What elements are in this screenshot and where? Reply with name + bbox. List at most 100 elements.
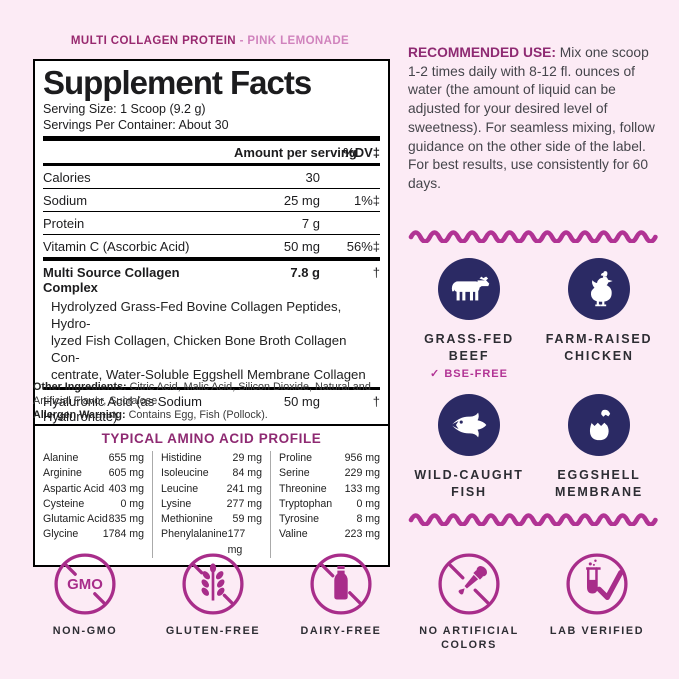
nutrient-name: Protein xyxy=(43,216,85,231)
badge-gluten-free: GLUTEN-FREE xyxy=(152,552,274,652)
fact-row-sodium: Sodium 25 mg 1%‡ xyxy=(43,188,380,211)
badge-lab-verified: LAB VERIFIED xyxy=(536,552,658,652)
fact-row-hyaluronic: Hyaluronic Acid (as Sodium Hyaluronate) … xyxy=(43,390,380,427)
nutrient-dv: 1%‡ xyxy=(353,193,380,208)
amino-columns: Alanine 655 mg Arginine 605 mg Aspartic Ac… xyxy=(35,451,388,559)
nutrient-name: Vitamin C (Ascorbic Acid) xyxy=(43,239,190,254)
other-ingredients: Other Ingredients: Citric Acid, Malic Ac… xyxy=(33,381,391,408)
badge-no-artificial-colors: NO ARTIFICIAL COLORS xyxy=(408,552,530,652)
nutrient-amount: 30 xyxy=(305,170,320,185)
nutrient-name: Sodium xyxy=(43,193,88,208)
description-line: lyzed Fish Collagen, Chicken Bone Broth … xyxy=(51,333,347,365)
nutrient-amount: 50 mg xyxy=(283,394,320,409)
facts-column-headers: Amount per serving %DV‡ xyxy=(43,141,380,165)
complex-name: Multi Source Collagen Complex xyxy=(43,265,180,295)
amino-row: Tyrosine 8 mg xyxy=(279,513,380,526)
complex-dv: † xyxy=(372,265,380,280)
other-ingredients-section: Other Ingredients: Citric Acid, Malic Ac… xyxy=(33,381,391,423)
allergen-warning-text: Contains Egg, Fish (Pollock). xyxy=(125,409,268,421)
nutrient-amount: 25 mg xyxy=(283,193,320,208)
collagen-sources: GRASS-FED BEEF ✓ BSE-FREE FARM-RAISED CH… xyxy=(404,258,664,500)
wavy-divider-bottom xyxy=(408,513,658,526)
amino-row: Isoleucine 84 mg xyxy=(161,467,262,480)
chicken-icon xyxy=(567,258,630,320)
amino-row: Threonine 133 mg xyxy=(279,482,380,495)
nutrient-amount: 50 mg xyxy=(283,239,320,254)
allergen-warning: Allergen Warning: Contains Egg, Fish (Po… xyxy=(33,409,391,423)
supplement-facts-panel: Supplement Facts Serving Size: 1 Scoop (… xyxy=(33,59,390,471)
amino-row: Cysteine 0 mg xyxy=(43,497,144,510)
amino-row: Alanine 655 mg xyxy=(43,452,144,464)
no-artificial-colors-icon xyxy=(438,553,500,615)
badge-label: NON-GMO xyxy=(52,625,118,637)
amino-row: Histidine 29 mg xyxy=(161,452,262,464)
nutrient-amount: 7 g xyxy=(301,216,320,231)
cow-icon xyxy=(437,258,500,320)
complex-amount: 7.8 g xyxy=(290,265,320,280)
badge-label: GLUTEN-FREE xyxy=(165,625,261,637)
fish-icon xyxy=(438,394,500,456)
source-grass-fed-beef: GRASS-FED BEEF ✓ BSE-FREE xyxy=(424,258,514,380)
description-line: centrate, Water-Soluble Eggshell Membran… xyxy=(51,367,366,382)
collagen-complex-description: Hydrolyzed Grass-Fed Bovine Collagen Pep… xyxy=(43,298,380,387)
svg-text:GMO: GMO xyxy=(67,576,103,593)
amino-row: Lysine 277 mg xyxy=(161,497,262,510)
source-farm-raised-chicken: FARM-RAISED CHICKEN xyxy=(546,258,653,380)
source-label: GRASS-FED BEEF xyxy=(424,332,514,363)
divider-medium xyxy=(43,387,380,390)
title-separator: - xyxy=(236,35,248,47)
col-amount-per-serving: Amount per serving xyxy=(234,145,357,160)
other-ingredients-text: Citric Acid, Malic Acid, Silicon Dioxide… xyxy=(33,381,371,407)
amino-row: Methionine 59 mg xyxy=(161,513,262,526)
source-label: EGGSHELL MEMBRANE xyxy=(554,468,643,499)
product-flavor: PINK LEMONADE xyxy=(247,35,350,47)
nutrient-name: Hyaluronic Acid (as Sodium Hyaluronate) xyxy=(43,394,202,424)
product-name: MULTI COLLAGEN PROTEIN xyxy=(70,35,236,47)
amino-acid-profile-panel: TYPICAL AMINO ACID PROFILE Alanine 655 mg… xyxy=(33,424,390,568)
fact-row-protein: Protein 7 g xyxy=(43,211,380,234)
amino-column-1: Alanine 655 mg Arginine 605 mg Aspartic Ac… xyxy=(35,451,152,558)
quality-badges: GMO NON-GMO GLUTEN-FREE xyxy=(24,552,658,652)
amino-row: Valine 223 mg xyxy=(279,528,380,541)
supplement-facts-title: Supplement Facts xyxy=(43,64,312,101)
recommended-use: RECOMMENDED USE: Mix one scoop 1-2 times… xyxy=(408,44,662,194)
amino-row: Glycine 1784 mg xyxy=(43,528,144,541)
other-ingredients-label: Other Ingredients: xyxy=(33,381,127,393)
badge-dairy-free: DAIRY-FREE xyxy=(280,552,402,652)
gluten-free-icon xyxy=(182,553,244,615)
serving-size: Serving Size: 1 Scoop (9.2 g) xyxy=(43,102,206,116)
amino-column-3: Proline 956 mg Serine 229 mg Threonine 133 … xyxy=(270,451,388,559)
amino-row: Aspartic Acid 403 mg xyxy=(43,482,144,495)
allergen-warning-label: Allergen Warning: xyxy=(33,409,126,421)
nutrient-dv: † xyxy=(372,394,380,409)
bse-free-badge: ✓ BSE-FREE xyxy=(430,368,508,380)
recommended-use-label: RECOMMENDED USE: xyxy=(408,45,556,60)
badge-label: NO ARTIFICIAL COLORS xyxy=(419,625,519,651)
badge-label: LAB VERIFIED xyxy=(549,625,645,637)
no-gmo-icon: GMO xyxy=(54,553,116,615)
amino-row: Arginine 605 mg xyxy=(43,467,144,480)
product-title: MULTI COLLAGEN PROTEIN - PINK LEMONADE xyxy=(30,35,390,47)
nutrient-name: Calories xyxy=(43,170,91,185)
source-label: FARM-RAISED CHICKEN xyxy=(545,332,653,363)
recommended-use-text: Mix one scoop 1-2 times daily with 8-12 … xyxy=(408,45,655,191)
lab-verified-icon xyxy=(566,553,628,615)
amino-column-2: Histidine 29 mg Isoleucine 84 mg Leucine 24… xyxy=(152,451,270,559)
badge-label: DAIRY-FREE xyxy=(300,625,382,637)
amino-row: Tryptophan 0 mg xyxy=(279,497,380,510)
source-eggshell-membrane: EGGSHELL MEMBRANE xyxy=(555,394,643,500)
amino-profile-title: TYPICAL AMINO ACID PROFILE xyxy=(101,431,322,446)
amino-row: Leucine 241 mg xyxy=(161,482,262,495)
divider-thick xyxy=(43,136,380,141)
eggshell-icon xyxy=(567,394,630,456)
dairy-free-icon xyxy=(310,553,372,615)
fact-row-calories: Calories 30 xyxy=(43,165,380,188)
source-label: WILD-CAUGHT FISH xyxy=(414,468,524,499)
amino-row: Serine 229 mg xyxy=(279,467,380,480)
servings-per-container: Servings Per Container: About 30 xyxy=(43,118,229,132)
amino-row: Proline 956 mg xyxy=(279,452,380,464)
wavy-divider-top xyxy=(408,230,658,243)
amino-row: Glutamic Acid 835 mg xyxy=(43,513,144,526)
nutrient-dv: 56%‡ xyxy=(346,239,380,254)
fact-row-collagen-complex: Multi Source Collagen Complex 7.8 g † xyxy=(43,257,380,298)
